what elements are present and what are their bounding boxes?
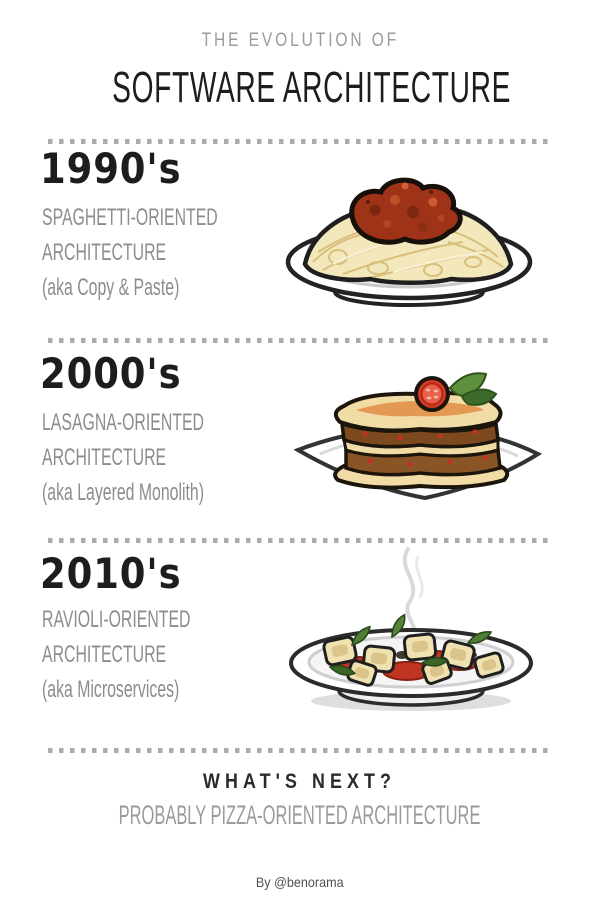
approach-line: ARCHITECTURE [42,641,167,668]
era-description-1990s: SPAGHETTI-ORIENTED ARCHITECTURE (aka Cop… [42,200,308,305]
basil-leaf [448,372,488,398]
approach-line: RAVIOLI-ORIENTED [42,606,191,633]
ravioli-pieces [322,632,505,687]
meat-sauce [349,177,463,245]
era-heading-2010s: 2010's [40,549,182,598]
whats-next-answer: PROBABLY PIZZA-ORIENTED ARCHITECTURE [119,800,481,830]
header-kicker-text: THE EVOLUTION OF [201,30,399,51]
era-description-2010s: RAVIOLI-ORIENTED ARCHITECTURE (aka Micro… [42,602,267,707]
tomato-inner [420,382,444,406]
tomato-seeds [425,388,439,400]
approach-line: LASAGNA-ORIENTED [42,409,204,436]
dotted-divider [48,139,548,144]
dotted-divider [48,538,548,543]
red-flecks [362,429,488,467]
aka-line: (aka Microservices) [42,676,180,703]
page-title-text: SOFTWARE ARCHITECTURE [112,63,512,112]
basil-leaf [460,388,498,406]
basil-leaves [328,613,493,676]
sauce-glaze [356,401,484,417]
era-heading-1990s: 1990's [40,144,182,193]
approach-line: ARCHITECTURE [42,239,167,266]
steam [402,547,424,643]
approach-line: ARCHITECTURE [42,444,167,471]
ravioli-plate-illustration [282,543,540,715]
era-description-2000s: LASAGNA-ORIENTED ARCHITECTURE (aka Layer… [42,405,287,510]
page-title: SOFTWARE ARCHITECTURE [0,66,600,110]
aka-line: (aka Copy & Paste) [42,274,180,301]
dotted-divider [48,338,548,343]
era-heading-2000s: 2000's [40,349,182,398]
dotted-divider [48,748,548,753]
approach-line: SPAGHETTI-ORIENTED [42,204,218,231]
author-credit: By @benorama [256,874,344,890]
lasagna-plate-illustration [290,366,546,506]
header-kicker: THE EVOLUTION OF [0,30,600,52]
whats-next-heading: WHAT'S NEXT? [203,770,397,793]
aka-line: (aka Layered Monolith) [42,479,205,506]
sauce-chunks [366,182,445,232]
spaghetti-plate-illustration [283,172,543,312]
